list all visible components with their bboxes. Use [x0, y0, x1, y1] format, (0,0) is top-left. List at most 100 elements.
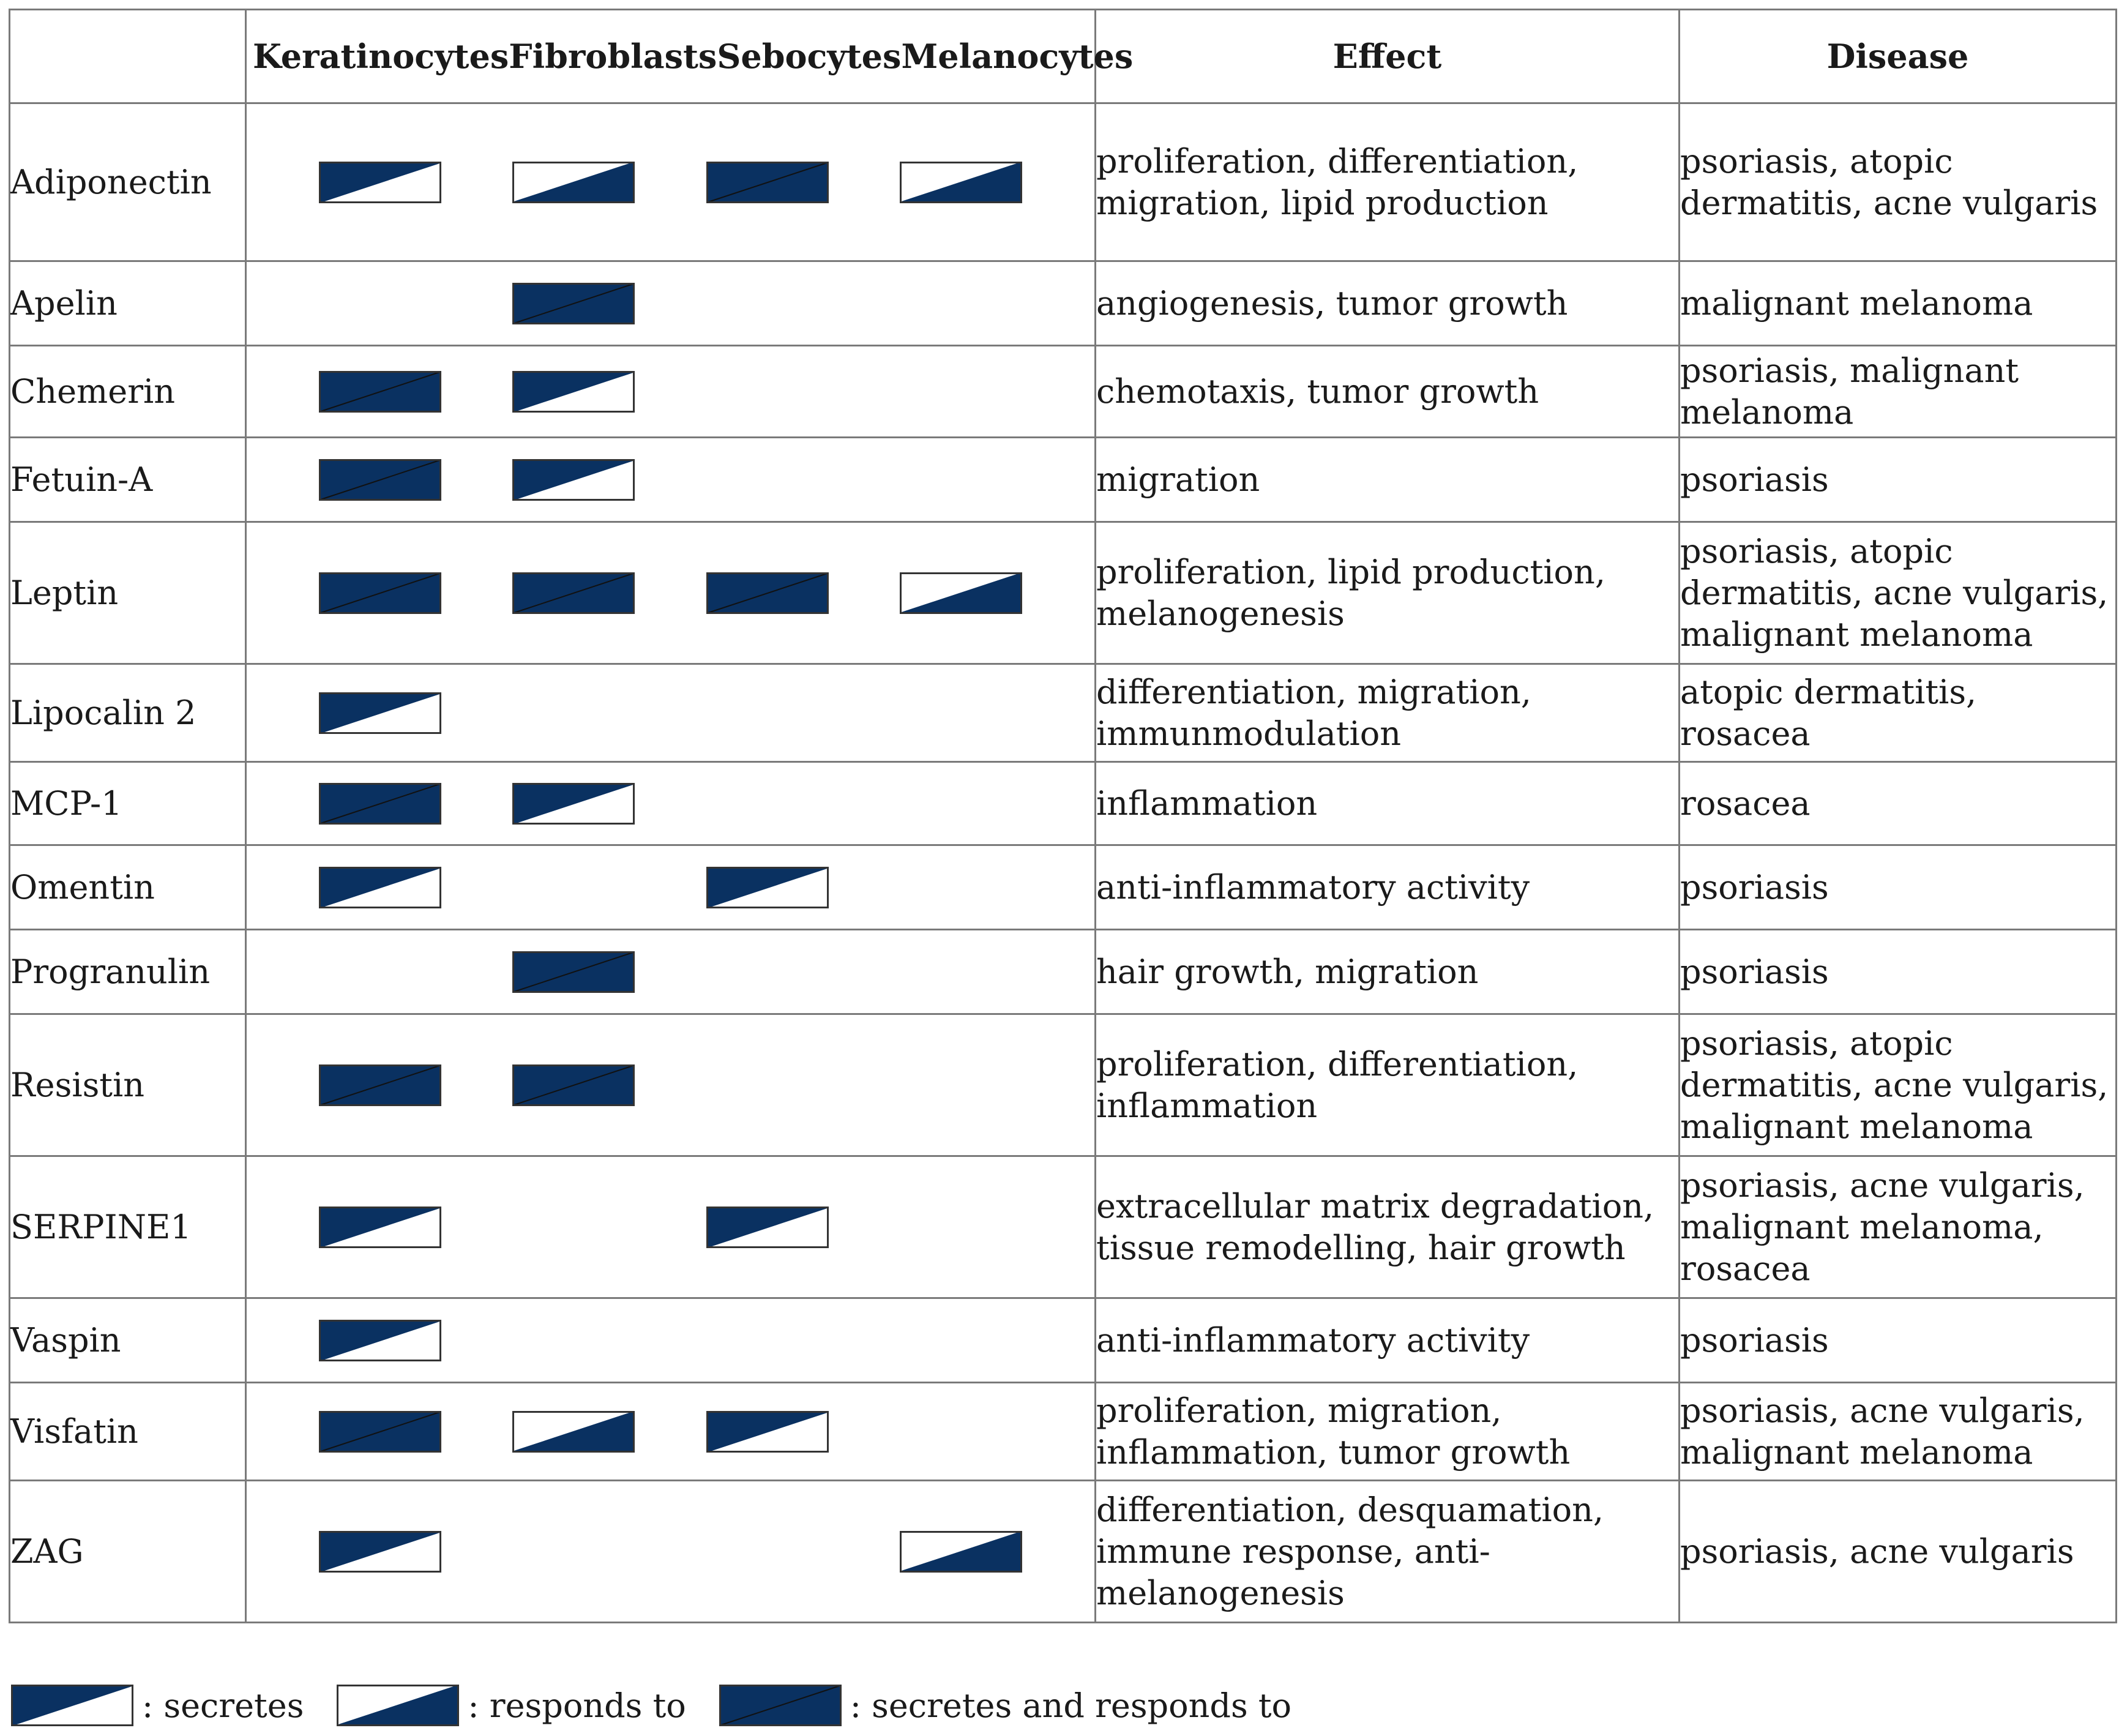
adipokine-name: Adiponectin	[9, 102, 247, 262]
table-row: Fetuin-A migration psoriasis	[9, 436, 2117, 523]
cell-slot	[899, 572, 1022, 614]
cell-slot	[512, 951, 635, 993]
cell-indicators	[245, 929, 1096, 1015]
cell-slot	[512, 867, 635, 908]
cell-slot	[706, 572, 829, 614]
table-row: SERPINE1 extracellular matrix degradation…	[9, 1155, 2117, 1299]
effect-cell: proliferation, lipid production, melanog…	[1094, 521, 1680, 665]
cell-slot	[899, 1530, 1022, 1573]
cell-indicators	[245, 844, 1096, 930]
legend-label: : responds to	[468, 1686, 686, 1725]
cell-slot	[512, 370, 635, 413]
cell-indicators	[245, 1382, 1096, 1481]
secretes-indicator-icon	[11, 1685, 133, 1726]
cell-slot	[319, 1206, 442, 1248]
adipokine-name: Fetuin-A	[9, 436, 247, 523]
cell-slot	[512, 572, 635, 614]
cell-type-headers: Keratinocytes Fibroblasts Sebocytes Mela…	[245, 9, 1133, 104]
table-row: MCP-1 inflammation rosacea	[9, 761, 2117, 846]
header-row: Keratinocytes Fibroblasts Sebocytes Mela…	[9, 9, 2117, 104]
effect-cell: hair growth, migration	[1094, 929, 1680, 1015]
both-indicator-icon	[319, 1064, 442, 1106]
cell-slot	[319, 782, 442, 825]
both-indicator-icon	[319, 572, 442, 614]
table-row: Omentin anti-inflammatory activity psorias…	[9, 844, 2117, 930]
cell-indicators	[245, 521, 1096, 665]
effect-cell: proliferation, migration, inflammation, …	[1094, 1382, 1680, 1481]
table-row: Chemerin chemotaxis, tumor growth psoriasi…	[9, 345, 2117, 438]
cell-indicators	[245, 436, 1096, 523]
cell-slot	[319, 1530, 442, 1573]
cell-slot	[319, 1064, 442, 1106]
responds-indicator-icon	[899, 1530, 1022, 1573]
header-effect: Effect	[1094, 9, 1680, 104]
effect-cell: differentiation, desquamation, immune re…	[1094, 1480, 1680, 1623]
cell-indicators	[245, 1155, 1096, 1299]
cell-slot	[512, 1320, 635, 1361]
header-fibroblasts: Fibroblasts	[509, 37, 717, 76]
cell-slot	[319, 1319, 442, 1361]
both-indicator-icon	[319, 1410, 442, 1453]
both-indicator-icon	[719, 1685, 842, 1726]
cell-slot	[512, 458, 635, 501]
adipokine-name: MCP-1	[9, 761, 247, 846]
corner-cell	[9, 9, 247, 104]
legend-item-both: : secretes and responds to	[719, 1685, 1291, 1726]
cell-indicators	[245, 260, 1096, 346]
cell-slot	[319, 572, 442, 614]
disease-cell: atopic dermatitis, rosacea	[1678, 663, 2117, 763]
cell-slot	[899, 161, 1022, 203]
cell-slot	[900, 692, 1022, 734]
table-row: Adiponectin proliferation, differentiatio…	[9, 102, 2117, 262]
cell-slot	[319, 161, 442, 203]
table-row: Visfatin proliferation, migration, inflam…	[9, 1382, 2117, 1481]
adipokine-name: Omentin	[9, 844, 247, 930]
secretes-indicator-icon	[512, 458, 635, 501]
disease-cell: psoriasis, atopic dermatitis, acne vulga…	[1678, 1013, 2117, 1157]
disease-cell: psoriasis	[1678, 929, 2117, 1015]
both-indicator-icon	[706, 572, 829, 614]
legend-item-responds: : responds to	[337, 1685, 686, 1726]
cell-slot	[512, 1531, 635, 1573]
cell-slot	[512, 282, 635, 324]
adipokine-name: SERPINE1	[9, 1155, 247, 1299]
cell-slot	[900, 783, 1022, 825]
legend-swatch	[719, 1685, 850, 1726]
disease-cell: psoriasis	[1678, 1297, 2117, 1383]
cell-slot	[706, 1410, 829, 1453]
cell-slot	[512, 161, 635, 203]
cell-slot	[900, 1064, 1022, 1106]
disease-cell: psoriasis, malignant melanoma	[1678, 345, 2117, 438]
cell-slot	[512, 1410, 635, 1453]
secretes-indicator-icon	[512, 370, 635, 413]
adipokine-name: Leptin	[9, 521, 247, 665]
both-indicator-icon	[512, 1064, 635, 1106]
cell-slot	[706, 1206, 829, 1248]
cell-slot	[706, 1531, 829, 1573]
secretes-indicator-icon	[706, 1410, 829, 1453]
table-row: Progranulin hair growth, migration psorias…	[9, 929, 2117, 1015]
adipokine-name: Chemerin	[9, 345, 247, 438]
adipokine-name: ZAG	[9, 1480, 247, 1623]
responds-indicator-icon	[337, 1685, 460, 1726]
responds-indicator-icon	[899, 572, 1022, 614]
cell-slot	[512, 1064, 635, 1106]
disease-cell: psoriasis, atopic dermatitis, acne vulga…	[1678, 521, 2117, 665]
effect-cell: migration	[1094, 436, 1680, 523]
header-keratinocytes: Keratinocytes	[253, 37, 509, 76]
both-indicator-icon	[706, 161, 829, 203]
cell-slot	[319, 1410, 442, 1453]
cell-slot	[900, 1320, 1022, 1361]
cell-slot	[900, 283, 1022, 324]
both-indicator-icon	[319, 458, 442, 501]
secretes-indicator-icon	[319, 1319, 442, 1361]
header-sebocytes: Sebocytes	[717, 37, 902, 76]
legend-label: : secretes and responds to	[850, 1686, 1292, 1725]
table-row: Apelin angiogenesis, tumor growth malignan…	[9, 260, 2117, 346]
cell-slot	[706, 371, 829, 413]
disease-cell: psoriasis	[1678, 436, 2117, 523]
cell-indicators	[245, 663, 1096, 763]
disease-cell: malignant melanoma	[1678, 260, 2117, 346]
cell-slot	[900, 1207, 1022, 1248]
effect-cell: differentiation, migration, immunmodulat…	[1094, 663, 1680, 763]
